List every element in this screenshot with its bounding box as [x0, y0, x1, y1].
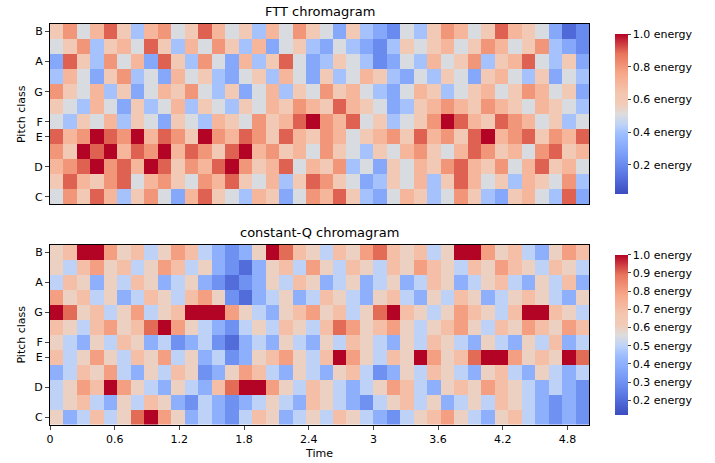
svg-text:0.9 energy: 0.9 energy — [633, 267, 693, 280]
svg-text:F: F — [36, 116, 42, 129]
svg-text:A: A — [35, 55, 43, 68]
svg-text:4.8: 4.8 — [559, 433, 577, 446]
svg-text:0.2 energy: 0.2 energy — [633, 159, 693, 172]
svg-text:E: E — [36, 131, 43, 144]
svg-text:Time: Time — [305, 447, 333, 460]
svg-text:0.8 energy: 0.8 energy — [633, 61, 693, 74]
svg-text:E: E — [36, 351, 43, 364]
svg-text:F: F — [36, 336, 42, 349]
svg-text:3.6: 3.6 — [429, 433, 447, 446]
svg-text:4.2: 4.2 — [494, 433, 512, 446]
svg-text:1.0 energy: 1.0 energy — [633, 249, 693, 262]
svg-text:0.7 energy: 0.7 energy — [633, 303, 693, 316]
svg-text:1.0 energy: 1.0 energy — [633, 28, 693, 41]
svg-text:D: D — [34, 381, 42, 394]
svg-text:0.5 energy: 0.5 energy — [633, 340, 693, 353]
svg-text:0.3 energy: 0.3 energy — [633, 376, 693, 389]
svg-text:0.6 energy: 0.6 energy — [633, 321, 693, 334]
svg-text:0.8 energy: 0.8 energy — [633, 285, 693, 298]
svg-text:1.8: 1.8 — [235, 433, 253, 446]
svg-text:2.4: 2.4 — [300, 433, 318, 446]
svg-text:C: C — [35, 191, 43, 204]
svg-text:G: G — [34, 86, 43, 99]
svg-text:G: G — [34, 306, 43, 319]
svg-text:D: D — [34, 161, 42, 174]
svg-text:0.4 energy: 0.4 energy — [633, 126, 693, 139]
svg-text:A: A — [35, 276, 43, 289]
svg-text:0.4 energy: 0.4 energy — [633, 358, 693, 371]
svg-text:3: 3 — [370, 433, 377, 446]
svg-text:B: B — [35, 25, 43, 38]
svg-text:B: B — [35, 246, 43, 259]
svg-text:0.2 energy: 0.2 energy — [633, 394, 693, 407]
svg-text:constant-Q chromagram: constant-Q chromagram — [240, 225, 399, 240]
svg-text:0.6 energy: 0.6 energy — [633, 93, 693, 106]
svg-text:0.6: 0.6 — [106, 433, 124, 446]
svg-text:Pitch class: Pitch class — [15, 85, 28, 143]
svg-text:FTT chromagram: FTT chromagram — [265, 4, 375, 19]
svg-text:Pitch class: Pitch class — [15, 306, 28, 364]
svg-text:1.2: 1.2 — [171, 433, 189, 446]
svg-text:C: C — [35, 411, 43, 424]
svg-text:0: 0 — [47, 433, 54, 446]
